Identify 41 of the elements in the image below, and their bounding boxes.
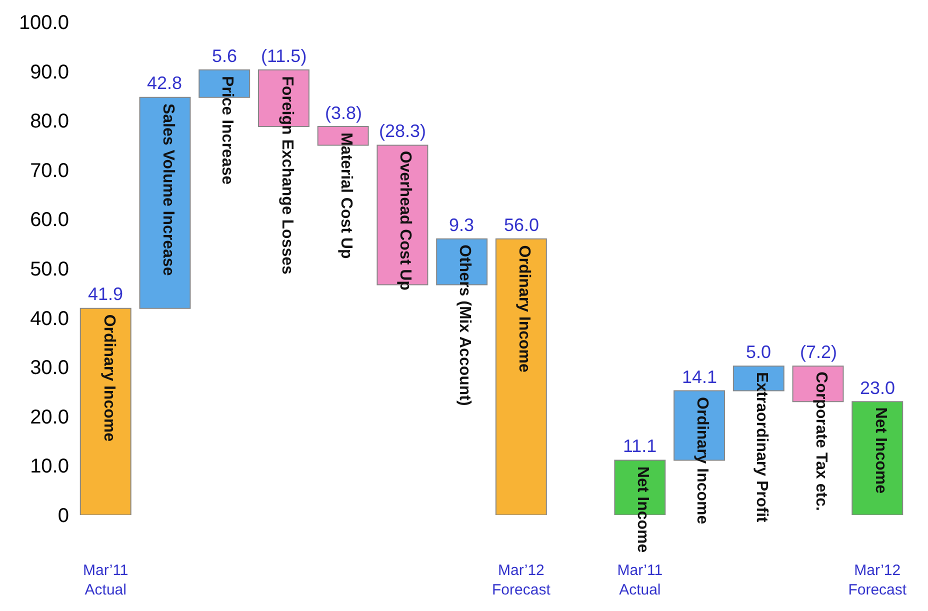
data-label: 41.9: [88, 284, 124, 304]
series-label: Ordinary Income: [100, 314, 118, 442]
series-label: Sales Volume Increase: [159, 103, 176, 276]
y-tick-label: 80.0: [30, 110, 69, 133]
data-label: (11.5): [261, 46, 307, 66]
data-label: 14.1: [682, 367, 718, 387]
data-label: 56.0: [504, 215, 540, 235]
data-label: (28.3): [379, 121, 426, 141]
text: Ordinary Income: [694, 397, 711, 524]
text: Extraordinary Profit: [753, 372, 770, 523]
y-tick-label: 90.0: [30, 61, 69, 84]
y-tick-label: 20.0: [30, 406, 69, 428]
data-label: 23.0: [860, 378, 896, 398]
text: Foreign Exchange Losses: [278, 76, 296, 275]
y-tick-label: 70.0: [30, 160, 69, 182]
y-tick-label: 60.0: [30, 209, 69, 232]
x-tick-label: Mar’11 Actual: [82, 562, 128, 598]
x-tick-label: Mar’12 Forecast: [492, 562, 552, 598]
data-label: 9.3: [449, 215, 474, 235]
x-tick-label: Mar’12 Forecast: [848, 562, 908, 598]
y-tick-label: 50.0: [30, 258, 69, 280]
text: Others (Mix Account): [456, 244, 474, 406]
y-tick-label: 0: [58, 505, 69, 527]
series-label: Overhead Cost Up: [396, 150, 414, 291]
data-label: 5.0: [746, 342, 772, 362]
text: Corporate Tax etc.: [812, 372, 830, 511]
y-tick-label: 100.0: [18, 12, 69, 34]
data-label: (3.8): [325, 103, 362, 123]
y-tick-label: 40.0: [30, 308, 69, 330]
text: Material Cost Up: [338, 132, 355, 259]
data-label: (7.2): [800, 342, 838, 362]
data-label: 5.6: [212, 46, 238, 66]
text: Price Increase: [218, 76, 236, 185]
series-label: Ordinary Income: [516, 245, 533, 373]
series-label: Net Income: [634, 466, 652, 553]
data-label: 42.8: [147, 73, 182, 93]
series-label: Net Income: [872, 407, 889, 494]
x-tick-label: Mar’11 Actual: [617, 562, 663, 598]
data-label: 11.1: [623, 436, 657, 456]
y-tick-label: 30.0: [30, 357, 69, 380]
y-tick-label: 10.0: [30, 456, 69, 478]
